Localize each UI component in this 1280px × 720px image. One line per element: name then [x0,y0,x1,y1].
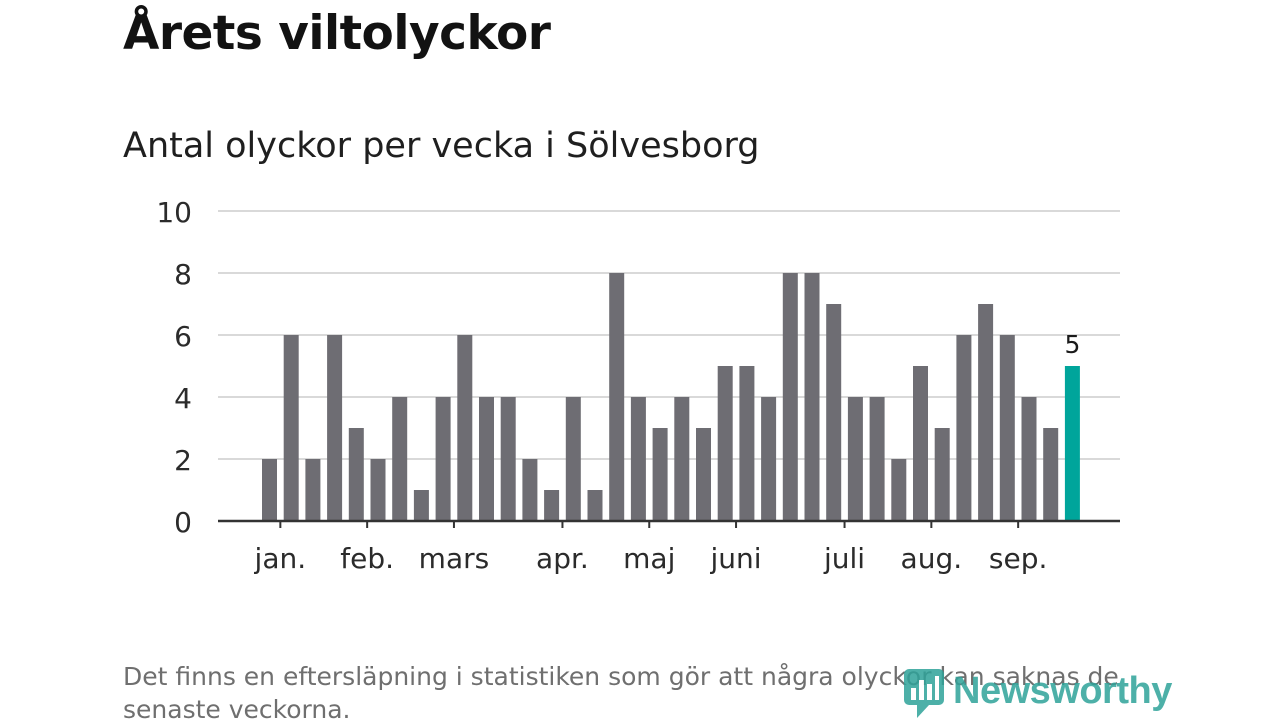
bar [370,459,386,521]
bar [999,335,1015,521]
bar [652,428,668,521]
bar [956,335,972,521]
bar [913,366,928,521]
bar [348,428,364,521]
x-tick-label: juli [823,542,865,575]
x-tick-label: jan. [254,542,307,575]
bar [630,397,646,521]
bar [587,490,603,521]
bar [1043,428,1059,521]
bar [283,335,299,521]
bar [978,304,994,521]
brand-logo: Newsworthy [903,668,1172,720]
y-tick-label: 6 [174,320,192,353]
bar [609,273,625,521]
x-tick-label: apr. [536,542,589,575]
weekly-accidents-bar-chart: 0 2 4 6 8 10 5 jan. feb. mars apr. maj juni juli aug. s… [156,196,1120,575]
bar [262,459,277,521]
bar [435,397,451,521]
bar [522,459,538,521]
bar [739,366,755,521]
newsworthy-logo-icon [904,669,944,718]
bar [717,366,733,521]
x-tick-label: aug. [901,542,963,575]
data-label: 5 [1064,330,1080,359]
bar [674,397,690,521]
bar [327,335,343,521]
bar [392,397,408,521]
x-tick-label: mars [419,542,490,575]
bar [413,490,429,521]
bar [761,397,777,521]
y-tick-label: 4 [174,382,192,415]
bar [696,428,711,521]
x-tick-label: feb. [340,542,394,575]
x-tick-label: maj [623,542,675,575]
y-tick-label: 2 [174,444,192,477]
chart-title: Årets viltolyckor [123,6,551,61]
bar-highlight [1064,366,1080,521]
bar [891,459,907,521]
y-tick-label: 0 [174,506,192,539]
bar [934,428,950,521]
bar [305,459,321,521]
bar [869,397,885,521]
bar [479,397,494,521]
bar [847,397,863,521]
x-tick-label: juni [710,542,762,575]
bar [826,304,842,521]
y-tick-label: 10 [156,196,192,229]
bar [457,335,473,521]
footnote: Det finns en eftersläpning i statistiken… [123,662,1119,720]
x-tick-label: sep. [989,542,1048,575]
bar [1021,397,1037,521]
bar [782,273,798,521]
chart-subtitle: Antal olyckor per vecka i Sölvesborg [123,126,760,166]
bar [565,397,581,521]
y-tick-label: 8 [174,258,192,291]
bar [804,273,820,521]
bar [500,397,516,521]
bar [544,490,560,521]
brand-name: Newsworthy [953,670,1172,712]
